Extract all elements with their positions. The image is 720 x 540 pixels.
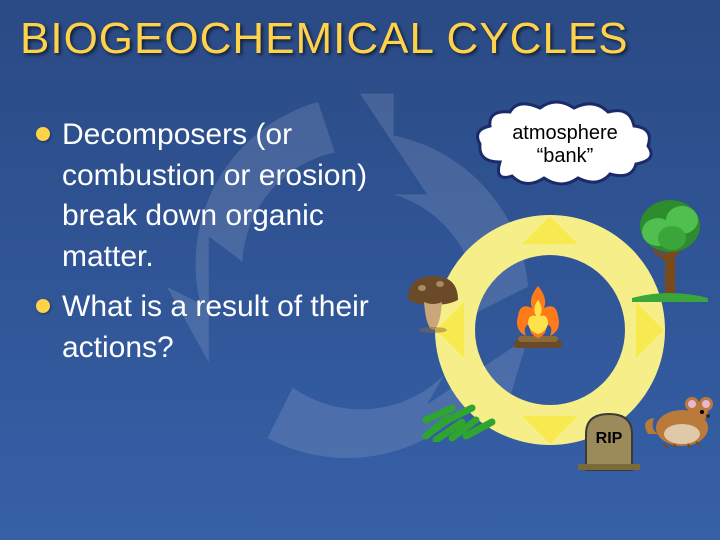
fire-icon bbox=[508, 282, 568, 354]
mushroom-icon bbox=[402, 270, 464, 334]
cloud-line2: “bank” bbox=[537, 145, 594, 167]
tree-icon bbox=[632, 192, 708, 302]
rip-label: RIP bbox=[584, 430, 634, 448]
page-title: BIOGEOCHEMICAL CYCLES bbox=[20, 14, 700, 64]
bullet-item: What is a result of their actions? bbox=[36, 287, 396, 368]
mouse-icon bbox=[644, 390, 716, 450]
bullet-item: Decomposers (or combustion or erosion) b… bbox=[36, 115, 396, 277]
bullet-list: Decomposers (or combustion or erosion) b… bbox=[36, 115, 396, 378]
cloud-label: atmosphere “bank” bbox=[486, 122, 644, 168]
cycle-diagram: atmosphere “bank” bbox=[400, 100, 710, 520]
grass-icon bbox=[418, 400, 506, 442]
cloud-line1: atmosphere bbox=[512, 122, 618, 144]
